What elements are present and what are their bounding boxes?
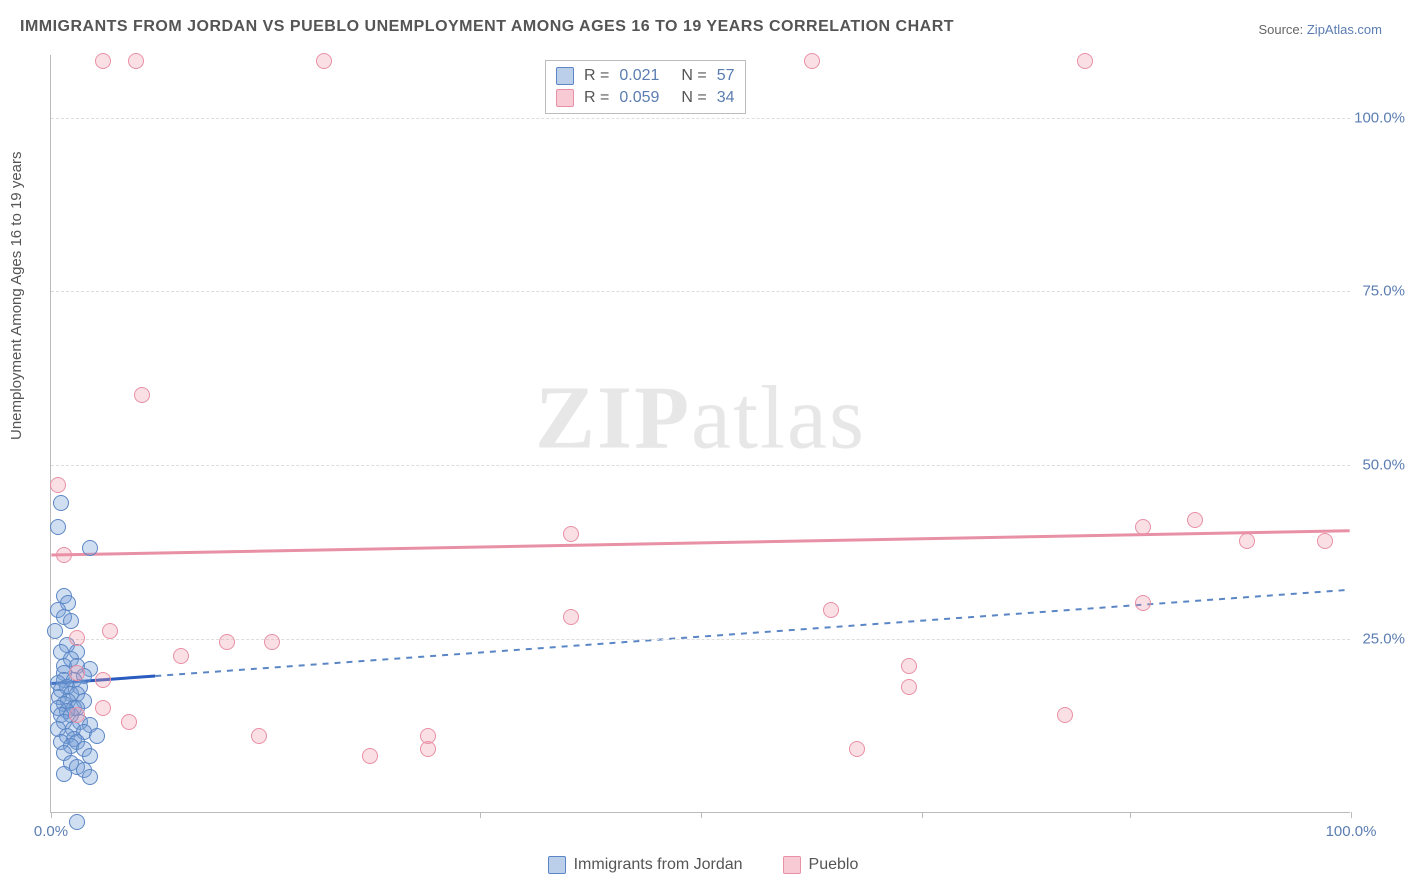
y-tick-label: 50.0% bbox=[1362, 457, 1405, 474]
data-point bbox=[173, 648, 189, 664]
legend-r-label: R = bbox=[584, 67, 609, 85]
data-point bbox=[901, 679, 917, 695]
data-point bbox=[563, 609, 579, 625]
legend-swatch bbox=[783, 856, 801, 874]
x-tick-mark bbox=[1130, 812, 1131, 818]
data-point bbox=[134, 387, 150, 403]
x-tick-mark bbox=[51, 812, 52, 818]
series-legend-label: Pueblo bbox=[809, 856, 859, 874]
data-point bbox=[1057, 707, 1073, 723]
data-point bbox=[128, 53, 144, 69]
watermark-bold: ZIP bbox=[535, 369, 691, 468]
data-point bbox=[69, 814, 85, 830]
data-point bbox=[420, 741, 436, 757]
data-point bbox=[316, 53, 332, 69]
series-legend: Immigrants from Jordan Pueblo bbox=[0, 856, 1406, 874]
legend-r-value: 0.059 bbox=[619, 89, 659, 107]
data-point bbox=[89, 728, 105, 744]
data-point bbox=[1135, 519, 1151, 535]
chart-title: IMMIGRANTS FROM JORDAN VS PUEBLO UNEMPLO… bbox=[20, 18, 954, 36]
legend-n-value: 34 bbox=[717, 89, 735, 107]
data-point bbox=[219, 634, 235, 650]
source-attribution: Source: ZipAtlas.com bbox=[1258, 22, 1382, 37]
data-point bbox=[121, 714, 137, 730]
y-tick-label: 100.0% bbox=[1354, 109, 1405, 126]
x-tick-label: 100.0% bbox=[1326, 823, 1377, 840]
data-point bbox=[69, 707, 85, 723]
legend-r-label: R = bbox=[584, 89, 609, 107]
data-point bbox=[95, 53, 111, 69]
legend-row: R = 0.059 N = 34 bbox=[556, 87, 735, 109]
data-point bbox=[251, 728, 267, 744]
data-point bbox=[804, 53, 820, 69]
correlation-legend: R = 0.021 N = 57 R = 0.059 N = 34 bbox=[545, 60, 746, 114]
data-point bbox=[1187, 512, 1203, 528]
watermark-rest: atlas bbox=[691, 369, 866, 468]
x-tick-mark bbox=[1351, 812, 1352, 818]
source-prefix: Source: bbox=[1258, 22, 1306, 37]
legend-row: R = 0.021 N = 57 bbox=[556, 65, 735, 87]
data-point bbox=[56, 766, 72, 782]
y-axis-label: Unemployment Among Ages 16 to 19 years bbox=[8, 151, 25, 440]
data-point bbox=[849, 741, 865, 757]
data-point bbox=[95, 700, 111, 716]
series-legend-item: Pueblo bbox=[783, 856, 859, 874]
x-tick-mark bbox=[922, 812, 923, 818]
data-point bbox=[823, 602, 839, 618]
gridline bbox=[51, 465, 1350, 466]
legend-n-value: 57 bbox=[717, 67, 735, 85]
data-point bbox=[362, 748, 378, 764]
data-point bbox=[50, 477, 66, 493]
series-legend-label: Immigrants from Jordan bbox=[574, 856, 743, 874]
watermark: ZIPatlas bbox=[535, 367, 866, 470]
legend-n-label: N = bbox=[681, 89, 706, 107]
data-point bbox=[69, 630, 85, 646]
data-point bbox=[95, 672, 111, 688]
data-point bbox=[901, 658, 917, 674]
y-tick-label: 25.0% bbox=[1362, 631, 1405, 648]
data-point bbox=[69, 665, 85, 681]
legend-r-value: 0.021 bbox=[619, 67, 659, 85]
gridline bbox=[51, 118, 1350, 119]
data-point bbox=[102, 623, 118, 639]
trend-lines bbox=[51, 55, 1350, 812]
source-link[interactable]: ZipAtlas.com bbox=[1307, 22, 1382, 37]
data-point bbox=[47, 623, 63, 639]
legend-n-label: N = bbox=[681, 67, 706, 85]
x-tick-mark bbox=[480, 812, 481, 818]
x-tick-label: 0.0% bbox=[34, 823, 68, 840]
data-point bbox=[50, 519, 66, 535]
data-point bbox=[563, 526, 579, 542]
legend-swatch bbox=[556, 67, 574, 85]
data-point bbox=[1317, 533, 1333, 549]
data-point bbox=[63, 613, 79, 629]
scatter-plot: ZIPatlas 25.0%50.0%75.0%100.0%0.0%100.0% bbox=[50, 55, 1350, 813]
data-point bbox=[1135, 595, 1151, 611]
data-point bbox=[53, 495, 69, 511]
y-tick-label: 75.0% bbox=[1362, 283, 1405, 300]
series-legend-item: Immigrants from Jordan bbox=[548, 856, 743, 874]
data-point bbox=[56, 547, 72, 563]
data-point bbox=[420, 728, 436, 744]
x-tick-mark bbox=[701, 812, 702, 818]
data-point bbox=[82, 540, 98, 556]
data-point bbox=[264, 634, 280, 650]
data-point bbox=[1239, 533, 1255, 549]
legend-swatch bbox=[548, 856, 566, 874]
gridline bbox=[51, 639, 1350, 640]
legend-swatch bbox=[556, 89, 574, 107]
data-point bbox=[1077, 53, 1093, 69]
gridline bbox=[51, 291, 1350, 292]
data-point bbox=[82, 769, 98, 785]
